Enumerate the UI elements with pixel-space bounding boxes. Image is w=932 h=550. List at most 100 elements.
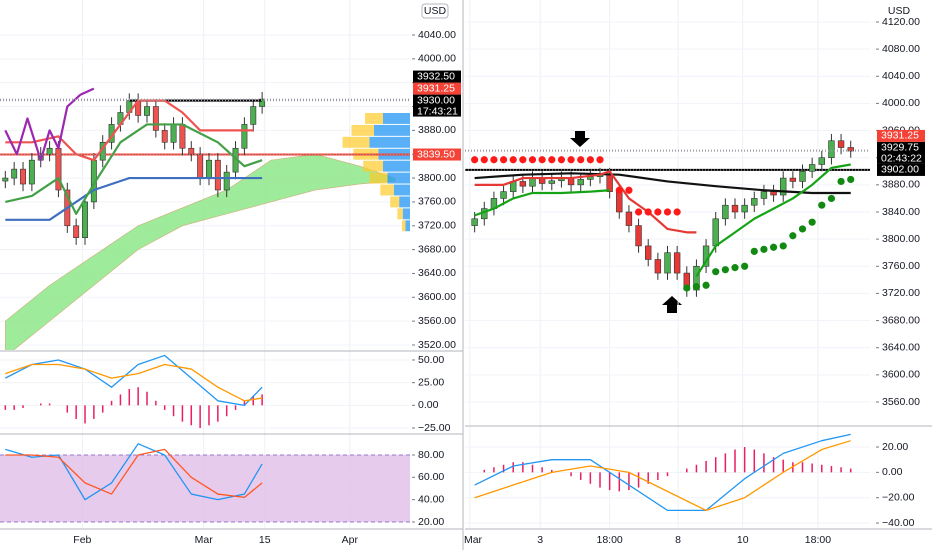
sar-dot <box>471 156 479 164</box>
price-badge-label: 3931.25 <box>417 82 455 94</box>
candle-body <box>28 159 35 185</box>
sar-dot <box>760 245 768 253</box>
candle-body <box>250 106 257 125</box>
candle-body <box>471 218 478 226</box>
candle-body <box>731 204 739 213</box>
indicator-line <box>5 354 263 406</box>
y-tick-label: 3720.00 <box>882 287 920 299</box>
candle-body <box>144 106 150 116</box>
candle-body <box>82 201 88 238</box>
y-tick-label: 50.00 <box>418 354 444 366</box>
indicator-line <box>474 172 851 195</box>
x-tick-label: 3 <box>537 534 543 546</box>
volume-buy <box>369 136 410 148</box>
candle-body <box>46 147 53 155</box>
x-tick-label: 18:00 <box>805 534 831 546</box>
sar-dot <box>509 156 517 164</box>
x-tick-label: Mar <box>464 534 483 546</box>
candle-body <box>214 159 221 191</box>
indicator-line <box>5 123 263 215</box>
candle-body <box>20 168 26 185</box>
price-badge <box>413 94 461 117</box>
price-badge-label: 3929.75 <box>881 142 919 154</box>
sar-dot <box>586 156 594 164</box>
down-arrow <box>570 130 590 147</box>
sar-dot <box>490 156 498 164</box>
pane <box>0 443 410 523</box>
candle-body <box>828 140 835 159</box>
candle-body <box>223 171 230 191</box>
price-badge <box>413 148 461 161</box>
indicator-line <box>5 443 263 501</box>
y-tick-label: 3800.00 <box>418 172 456 184</box>
up-arrow <box>662 296 682 313</box>
sar-dot <box>741 262 749 270</box>
indicator-line <box>474 440 851 512</box>
volume-sell <box>380 184 394 196</box>
sar-dot <box>615 186 623 194</box>
candle-body <box>770 191 777 196</box>
sar-dot <box>712 268 720 276</box>
price-badge-label: 3931.25 <box>881 130 919 142</box>
y-tick-label: 3560.00 <box>418 315 456 327</box>
candle-body <box>799 170 806 182</box>
y-tick-label: 3880.00 <box>882 179 920 191</box>
y-tick-label: 3640.00 <box>418 267 456 279</box>
sar-dot <box>779 242 787 250</box>
y-tick-label: 20.00 <box>882 441 908 453</box>
candle-body <box>161 130 168 143</box>
candle-body <box>664 252 671 274</box>
candle-body <box>197 153 204 179</box>
sar-dot <box>769 243 778 251</box>
candle-body <box>152 106 159 131</box>
volume-sell <box>369 172 388 184</box>
y-tick-label: 3560.00 <box>882 396 920 408</box>
sar-dot <box>625 186 633 194</box>
volume-sell <box>363 160 383 172</box>
volume-sell <box>390 196 400 208</box>
volume-sell <box>397 208 403 220</box>
sar-dot <box>847 175 855 184</box>
candle-body <box>645 245 652 260</box>
candle-body <box>751 198 758 206</box>
y-tick-label: 4040.00 <box>418 29 456 41</box>
sar-dot <box>721 266 729 274</box>
candle-body <box>519 181 527 187</box>
candle-body <box>616 191 623 213</box>
y-tick-label: −25.00 <box>418 422 451 434</box>
candle-body <box>808 164 816 172</box>
x-tick-label: Feb <box>73 534 91 546</box>
y-tick-label: 0.00 <box>882 466 903 478</box>
y-tick-label: 3680.00 <box>882 314 920 326</box>
y-tick-label: 4120.00 <box>882 16 920 28</box>
candle-body <box>179 124 186 149</box>
indicator-line <box>5 448 263 499</box>
sar-dot <box>837 177 845 186</box>
candle-body <box>818 157 825 165</box>
candle-body <box>529 177 536 187</box>
price-badge <box>877 129 925 142</box>
y-tick-label: 20.00 <box>418 516 444 528</box>
y-tick-label: 3520.00 <box>418 339 456 351</box>
currency-box <box>886 4 912 18</box>
y-tick-label: 4080.00 <box>882 43 920 55</box>
sar-dot <box>808 218 816 226</box>
candle-body <box>548 180 555 184</box>
indicator-line <box>5 363 263 402</box>
y-tick-label: 3600.00 <box>418 291 456 303</box>
volume-buy <box>402 208 410 220</box>
y-tick-label: 3760.00 <box>882 260 920 272</box>
x-tick-label: Apr <box>342 534 359 546</box>
candle-body <box>241 124 248 149</box>
sar-dot <box>567 156 575 164</box>
y-tick-label: 4000.00 <box>418 53 456 65</box>
sar-dot <box>798 225 807 233</box>
y-tick-label: 25.00 <box>418 376 444 388</box>
pane <box>0 354 410 429</box>
x-tick-label: 10 <box>737 534 749 546</box>
sar-dot <box>683 284 691 292</box>
currency: USD <box>888 5 911 17</box>
price-badge-label: 3902.00 <box>881 164 919 176</box>
candle-body <box>837 140 845 148</box>
